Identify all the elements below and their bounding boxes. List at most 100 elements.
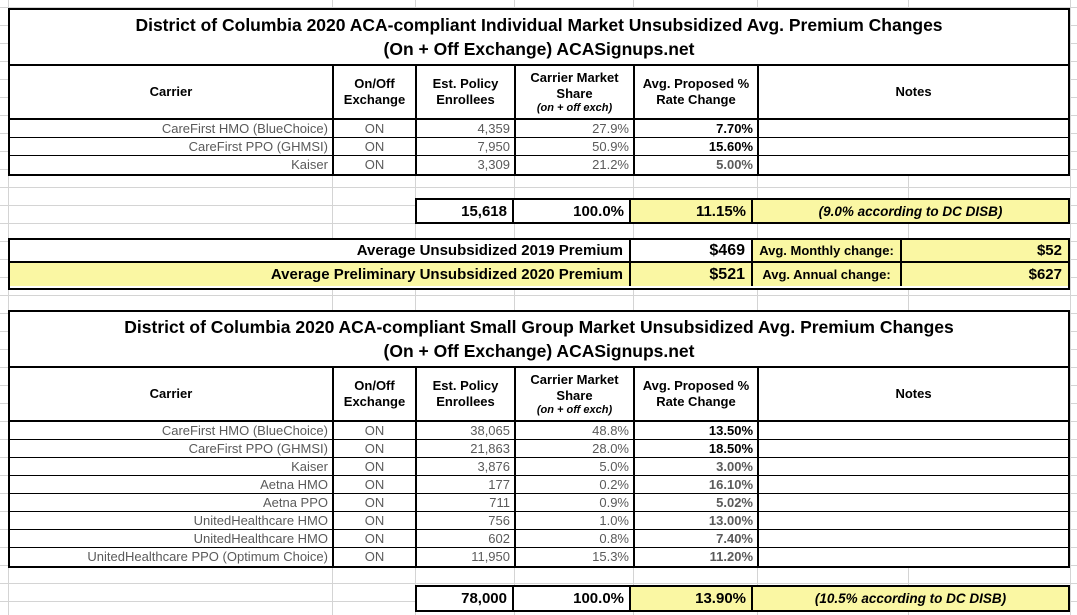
individual-table-title: District of Columbia 2020 ACA-compliant … xyxy=(10,10,1068,66)
cell-carrier: Kaiser xyxy=(10,156,334,174)
cell-carrier: UnitedHealthcare PPO (Optimum Choice) xyxy=(10,548,334,566)
cell-rate-change: 13.50% xyxy=(635,422,759,440)
title-line-1: District of Columbia 2020 ACA-compliant … xyxy=(124,316,954,337)
total-note: (9.0% according to DC DISB) xyxy=(753,200,1068,222)
market-share-subnote: (on + off exch) xyxy=(536,404,613,417)
gridline-v xyxy=(908,0,909,615)
total-rate-change: 11.15% xyxy=(631,200,753,222)
cell-rate-change: 5.02% xyxy=(635,494,759,512)
column-header-market-share: Carrier Market Share (on + off exch) xyxy=(516,66,635,120)
cell-notes xyxy=(759,530,1068,548)
column-header-carrier: Carrier xyxy=(10,66,334,120)
column-header-market-share: Carrier Market Share (on + off exch) xyxy=(516,368,635,422)
avg-annual-change-label: Avg. Annual change: xyxy=(753,263,902,286)
cell-carrier: CareFirst HMO (BlueChoice) xyxy=(10,422,334,440)
avg-2020-label: Average Preliminary Unsubsidized 2020 Pr… xyxy=(10,263,631,286)
gridline-v xyxy=(8,0,9,615)
title-line-1: District of Columbia 2020 ACA-compliant … xyxy=(135,14,943,35)
cell-market-share: 0.8% xyxy=(516,530,635,548)
avg-2019-label: Average Unsubsidized 2019 Premium xyxy=(10,240,631,263)
cell-enrollees: 7,950 xyxy=(417,138,516,156)
column-header-exchange: On/Off Exchange xyxy=(334,66,417,120)
cell-enrollees: 756 xyxy=(417,512,516,530)
cell-exchange: ON xyxy=(334,512,417,530)
gridline-v xyxy=(514,0,515,615)
cell-market-share: 48.8% xyxy=(516,422,635,440)
cell-rate-change: 7.40% xyxy=(635,530,759,548)
gridline-v xyxy=(633,0,634,615)
average-premium-section: Average Unsubsidized 2019 Premium $469 A… xyxy=(8,238,1070,290)
cell-rate-change: 16.10% xyxy=(635,476,759,494)
cell-notes xyxy=(759,422,1068,440)
small-group-totals-row: 78,000 100.0% 13.90% (10.5% according to… xyxy=(415,585,1070,612)
avg-monthly-change-value: $52 xyxy=(902,240,1068,263)
cell-enrollees: 177 xyxy=(417,476,516,494)
cell-enrollees: 711 xyxy=(417,494,516,512)
cell-notes xyxy=(759,440,1068,458)
cell-notes xyxy=(759,512,1068,530)
cell-notes xyxy=(759,476,1068,494)
cell-exchange: ON xyxy=(334,458,417,476)
avg-2020-value: $521 xyxy=(631,263,753,286)
cell-market-share: 21.2% xyxy=(516,156,635,174)
cell-rate-change: 3.00% xyxy=(635,458,759,476)
cell-market-share: 50.9% xyxy=(516,138,635,156)
cell-notes xyxy=(759,548,1068,566)
cell-rate-change: 15.60% xyxy=(635,138,759,156)
cell-exchange: ON xyxy=(334,548,417,566)
cell-carrier: Kaiser xyxy=(10,458,334,476)
column-header-rate-change: Avg. Proposed % Rate Change xyxy=(635,368,759,422)
small-group-table-title: District of Columbia 2020 ACA-compliant … xyxy=(10,312,1068,368)
total-note: (10.5% according to DC DISB) xyxy=(753,587,1068,610)
cell-enrollees: 602 xyxy=(417,530,516,548)
total-enrollees: 15,618 xyxy=(417,200,514,222)
cell-exchange: ON xyxy=(334,138,417,156)
total-rate-change: 13.90% xyxy=(631,587,753,610)
cell-market-share: 27.9% xyxy=(516,120,635,138)
cell-market-share: 0.9% xyxy=(516,494,635,512)
avg-2019-value: $469 xyxy=(631,240,753,263)
cell-rate-change: 18.50% xyxy=(635,440,759,458)
cell-market-share: 0.2% xyxy=(516,476,635,494)
cell-carrier: CareFirst HMO (BlueChoice) xyxy=(10,120,334,138)
title-line-2: (On + Off Exchange) ACASignups.net xyxy=(383,341,695,361)
cell-notes xyxy=(759,156,1068,174)
cell-market-share: 1.0% xyxy=(516,512,635,530)
column-header-enrollees: Est. Policy Enrollees xyxy=(417,368,516,422)
cell-enrollees: 21,863 xyxy=(417,440,516,458)
cell-exchange: ON xyxy=(334,120,417,138)
cell-exchange: ON xyxy=(334,156,417,174)
title-line-2: (On + Off Exchange) ACASignups.net xyxy=(383,39,695,59)
gridline-v xyxy=(757,0,758,615)
market-share-label: Carrier Market Share xyxy=(530,371,619,403)
cell-enrollees: 11,950 xyxy=(417,548,516,566)
cell-carrier: UnitedHealthcare HMO xyxy=(10,512,334,530)
avg-monthly-change-label: Avg. Monthly change: xyxy=(753,240,902,263)
cell-market-share: 5.0% xyxy=(516,458,635,476)
cell-exchange: ON xyxy=(334,440,417,458)
cell-enrollees: 3,876 xyxy=(417,458,516,476)
gridline-v xyxy=(332,0,333,615)
cell-notes xyxy=(759,458,1068,476)
cell-notes xyxy=(759,494,1068,512)
column-header-exchange: On/Off Exchange xyxy=(334,368,417,422)
gridline-v xyxy=(415,0,416,615)
column-header-notes: Notes xyxy=(759,66,1068,120)
column-header-enrollees: Est. Policy Enrollees xyxy=(417,66,516,120)
cell-carrier: Aetna HMO xyxy=(10,476,334,494)
small-group-market-table: District of Columbia 2020 ACA-compliant … xyxy=(8,310,1070,568)
cell-carrier: Aetna PPO xyxy=(10,494,334,512)
column-header-rate-change: Avg. Proposed % Rate Change xyxy=(635,66,759,120)
cell-rate-change: 5.00% xyxy=(635,156,759,174)
cell-rate-change: 7.70% xyxy=(635,120,759,138)
cell-carrier: UnitedHealthcare HMO xyxy=(10,530,334,548)
market-share-label: Carrier Market Share xyxy=(530,69,619,101)
column-header-notes: Notes xyxy=(759,368,1068,422)
market-share-subnote: (on + off exch) xyxy=(536,102,613,115)
cell-rate-change: 11.20% xyxy=(635,548,759,566)
cell-notes xyxy=(759,138,1068,156)
cell-carrier: CareFirst PPO (GHMSI) xyxy=(10,440,334,458)
gridline-v xyxy=(1070,0,1071,615)
cell-market-share: 15.3% xyxy=(516,548,635,566)
